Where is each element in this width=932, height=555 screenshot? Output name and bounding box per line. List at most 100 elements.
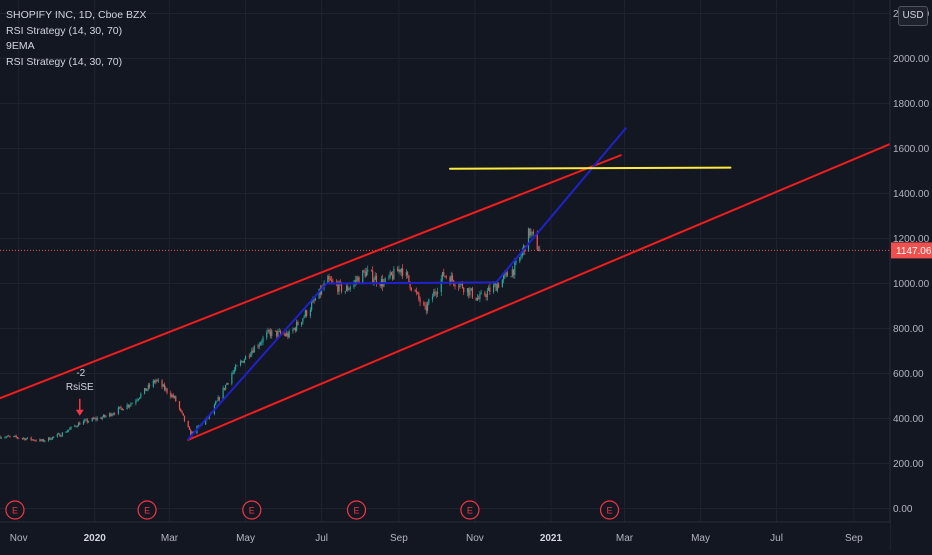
candle-body (181, 410, 183, 414)
candle-body (397, 268, 399, 272)
candle-body (126, 404, 128, 410)
candle-body (100, 417, 102, 419)
lower-channel[interactable] (187, 143, 891, 441)
candle-body (312, 299, 314, 303)
candle-body (39, 439, 41, 442)
candle-body (111, 414, 113, 416)
candle-body (233, 369, 235, 372)
candle-body (41, 439, 43, 441)
candle-body (349, 287, 351, 289)
candle-body (363, 270, 365, 272)
candle-body (345, 286, 348, 291)
candle-body (530, 231, 532, 236)
candle-body (488, 287, 490, 291)
time-axis-bg (0, 522, 890, 550)
candle-body (379, 283, 381, 286)
candle-body (136, 399, 138, 401)
price-tick-label: 1000.00 (893, 279, 930, 290)
time-axis[interactable]: Nov 2020 Mar May Jul Sep Nov 2021 Mar May Jul Sep (0, 521, 890, 550)
legend-symbol[interactable]: SHOPIFY INC, 1D, Cboe BZX (6, 9, 147, 21)
candle-body (340, 282, 343, 292)
candle-body (215, 402, 217, 405)
candle-body (84, 420, 86, 422)
price-axis[interactable]: 0.00 200.00 400.00 600.00 800.00 1000.00 1200.… (889, 0, 932, 550)
candle-body (92, 418, 95, 419)
candle-body (6, 435, 9, 437)
candle-body (506, 272, 508, 277)
candle-body (50, 439, 52, 441)
candle-body (296, 321, 298, 331)
earnings-event-label: E (12, 506, 18, 516)
candle-body (288, 331, 290, 338)
candle-body (466, 288, 469, 293)
legend-indicator-ema[interactable]: 9EMA (6, 40, 35, 52)
candle-body (252, 350, 254, 353)
candle-body (67, 429, 70, 431)
legend-indicator-rsi-2[interactable]: RSI Strategy (14, 30, 70) (6, 55, 123, 68)
candle-body (384, 277, 386, 283)
candle-body (347, 286, 349, 291)
candle-body (301, 322, 303, 326)
candle-body (355, 279, 358, 281)
candle-body (514, 262, 516, 276)
currency-button[interactable]: USD (898, 6, 928, 26)
candle-body (121, 408, 123, 411)
candle-body (433, 291, 435, 297)
upper-channel[interactable] (0, 154, 622, 400)
candle-body (418, 293, 420, 299)
candle-body (266, 332, 268, 338)
candle-body (478, 298, 480, 300)
candle-body (329, 279, 331, 281)
time-tick-label: Nov (10, 533, 28, 544)
candle-body (85, 419, 87, 421)
candle-body (59, 433, 61, 437)
candle-body (49, 437, 51, 440)
earnings-event-icon (346, 500, 367, 520)
candle-body (66, 430, 68, 433)
candle-body (218, 397, 220, 400)
candle-body (271, 330, 273, 337)
candle-body (77, 422, 80, 427)
candle-body (372, 270, 374, 283)
candle-body (392, 274, 394, 280)
candle-body (70, 426, 72, 429)
candle-body (311, 302, 313, 310)
candle-body (309, 309, 311, 316)
candle-body (497, 284, 500, 288)
candle-body (426, 303, 429, 311)
resistance[interactable] (448, 166, 732, 170)
candle-body (112, 413, 115, 415)
earnings-event-icon (137, 500, 157, 520)
breakout-line[interactable] (495, 127, 627, 284)
candle-body (370, 269, 373, 271)
candle-body (257, 346, 259, 348)
candle-body (152, 380, 154, 387)
candle-body (276, 330, 278, 337)
signal-arrow-icon (75, 409, 84, 416)
candle-body (35, 440, 37, 442)
candle-body (302, 318, 304, 323)
candle-body (512, 269, 515, 276)
candle-body (444, 276, 446, 277)
candle-body (425, 305, 427, 311)
candle-body (253, 346, 255, 353)
candle-body (175, 396, 177, 402)
flat-line[interactable] (325, 281, 498, 285)
drawings[interactable] (0, 127, 891, 441)
candle-body (337, 284, 339, 292)
time-tick-label: Nov (466, 533, 484, 544)
candle-body (284, 334, 287, 336)
legend-indicator-rsi-1[interactable]: RSI Strategy (14, 30, 70) (6, 24, 123, 37)
candle-body (43, 439, 45, 442)
uptrend-line[interactable] (187, 282, 328, 441)
candle-body (304, 310, 306, 317)
candle-body (147, 384, 149, 390)
candle-body (33, 439, 35, 441)
signals: -2 RsiSE (66, 368, 94, 416)
candle-body (348, 288, 350, 291)
last-price-tag: 1147.06 (891, 242, 932, 259)
candle-body (16, 437, 19, 439)
candle-body (156, 380, 158, 382)
